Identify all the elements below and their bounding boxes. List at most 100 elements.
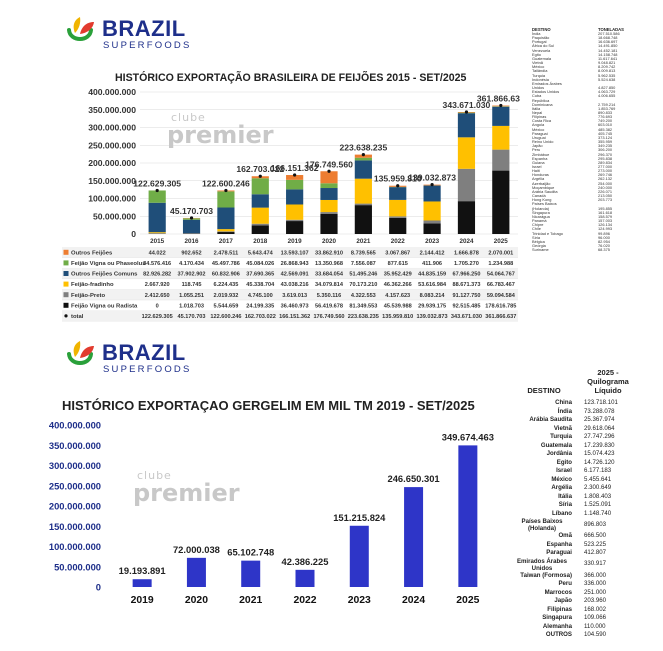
total-point bbox=[224, 188, 228, 193]
destination-name: Geórgia bbox=[532, 242, 546, 248]
destination-name: Egito bbox=[556, 458, 572, 466]
table-row: Japão 203.960 bbox=[512, 597, 640, 606]
table-row: Dominicana 2.759.214 bbox=[532, 101, 624, 107]
total-point bbox=[430, 183, 434, 187]
destination-value: 207.510.586 bbox=[598, 31, 620, 36]
table-row: Reino Unido 355.959 bbox=[532, 139, 624, 144]
destination-name: Hong Kong bbox=[532, 197, 552, 203]
destination-name: Vietnã bbox=[532, 60, 543, 66]
table-cell-value: 44.835.159 bbox=[418, 272, 446, 278]
table-row: Portugal 16.636.697 bbox=[532, 40, 624, 44]
destination-value: 18.668.748 bbox=[598, 35, 618, 41]
destination-value: 6.177.183 bbox=[584, 467, 612, 474]
total-point bbox=[155, 188, 159, 193]
table-cell-value: 178.616.785 bbox=[485, 303, 516, 309]
table-row: Índia 73.288.078 bbox=[512, 408, 640, 417]
destination-value: 11.617.641 bbox=[598, 55, 618, 61]
y-tick-label: 150.000.000 bbox=[88, 176, 136, 186]
x-tick-label: 2020 bbox=[185, 595, 208, 606]
destination-value: 76.020 bbox=[598, 242, 610, 248]
logo-sub-text: SUPERFOODS bbox=[103, 40, 192, 51]
bar-segment-feijao-fradinho bbox=[423, 201, 441, 221]
total-label: 343.671.030 bbox=[443, 100, 491, 110]
destination-name: Haiti bbox=[532, 168, 540, 174]
table-row: Chile 124.993 bbox=[532, 227, 624, 231]
legend-swatch bbox=[63, 249, 69, 255]
table-cell-value: 162.703.022 bbox=[245, 314, 276, 320]
table-row: Chipre 126.134 bbox=[532, 223, 624, 227]
destination-value: 14.491.850 bbox=[598, 43, 618, 49]
table-row: Indonésia 5.524.638 bbox=[532, 77, 624, 82]
table-row: Suriname 68.375 bbox=[532, 247, 624, 252]
bar-segment-outros-feijoes-comuns bbox=[286, 189, 304, 205]
total-label: 122.629.305 bbox=[133, 178, 181, 188]
destination-value: 8.209.742 bbox=[598, 64, 616, 70]
destination-name: Chipre bbox=[532, 222, 544, 228]
destination-name: Dominicana bbox=[532, 101, 553, 107]
table-row: OUTROS 104.590 bbox=[512, 631, 640, 640]
table-cell-value: 1.234.988 bbox=[488, 261, 513, 267]
x-tick-label: 2017 bbox=[219, 238, 234, 245]
table-cell-value: 92.515.485 bbox=[452, 303, 480, 309]
destination-name: Turquia bbox=[532, 72, 546, 78]
destination-value: 896.803 bbox=[584, 520, 607, 528]
x-tick-label: 2021 bbox=[356, 238, 371, 245]
destination-name: Espanha bbox=[546, 540, 572, 548]
table-cell-value: 88.671.373 bbox=[452, 282, 480, 288]
table-row: Arábia Saudita 226.071 bbox=[532, 188, 624, 194]
table-cell-value: 26.868.943 bbox=[281, 261, 309, 267]
table-row: Singapura 161.618 bbox=[532, 210, 624, 215]
table-cell-value: 4.157.623 bbox=[385, 293, 410, 299]
bar-segment-feijao-fradinho bbox=[492, 125, 510, 150]
table-row: Itália 1.808.403 bbox=[512, 493, 640, 502]
table-cell-value: 33.684.054 bbox=[315, 272, 344, 278]
destination-value: 240.000 bbox=[598, 184, 613, 190]
destination-value: 29.618.064 bbox=[584, 424, 615, 432]
table-row: Jordânia 15.074.423 bbox=[512, 450, 640, 459]
bar-segment-feijao-preto bbox=[148, 233, 166, 234]
total-label: 162.703.022 bbox=[236, 164, 284, 174]
table-row: Israel 277.000 bbox=[532, 164, 624, 169]
data-label: 42.386.225 bbox=[282, 556, 329, 567]
table-row: Japão 349.235 bbox=[532, 144, 624, 148]
destination-name: Países Baixos (Holanda) bbox=[521, 518, 563, 532]
table-cell-value: 34.576.416 bbox=[143, 261, 171, 267]
table-row: (Holanda) 195.855 bbox=[532, 206, 624, 211]
destination-value: 336.000 bbox=[584, 580, 607, 587]
destination-name: Cuba bbox=[532, 93, 542, 99]
table-cell-value: 5.350.116 bbox=[317, 293, 342, 299]
table-row: Venezuela 14.452.181 bbox=[532, 48, 624, 53]
destination-name: México bbox=[532, 126, 545, 132]
table-cell-value: 2.667.920 bbox=[145, 282, 170, 288]
table-cell-value: 361.866.637 bbox=[485, 314, 516, 320]
logo-brand-text: BRAZIL bbox=[102, 16, 186, 41]
destination-value: 2.300.649 bbox=[584, 484, 612, 491]
destination-value: 5.962.535 bbox=[598, 72, 616, 78]
destination-name: Itália bbox=[558, 492, 572, 500]
destination-name: China bbox=[555, 399, 572, 406]
destination-value: 73.288.078 bbox=[584, 407, 615, 415]
table-cell-value: 4.322.553 bbox=[351, 293, 376, 299]
table-row: Taiwan (Formosa) 366.000 bbox=[512, 572, 640, 581]
destination-name: República bbox=[532, 97, 550, 103]
destination-name: Panamá bbox=[532, 218, 547, 224]
total-point bbox=[189, 216, 194, 220]
destination-name: Índia bbox=[532, 31, 541, 36]
table-row: Vietnã 9.048.821 bbox=[532, 60, 624, 66]
logo-sub-text: SUPERFOODS bbox=[103, 364, 192, 375]
destination-name: Arábia Saudita bbox=[532, 188, 558, 194]
table-row: China 123.718.101 bbox=[512, 399, 640, 408]
table-cell-value: 411.906 bbox=[422, 261, 442, 267]
destination-name: Arábia Saudita bbox=[529, 416, 572, 423]
x-tick-label: 2019 bbox=[288, 238, 303, 245]
x-tick-label: 2024 bbox=[402, 595, 425, 606]
destination-value: 289.834 bbox=[598, 159, 613, 165]
y-tick-label: 0 bbox=[96, 582, 101, 593]
table-cell-value: 59.094.584 bbox=[487, 293, 516, 299]
logo-brand-text: BRAZIL bbox=[102, 340, 186, 365]
table-cell-value: 1.018.703 bbox=[179, 303, 204, 309]
destination-name: Egito bbox=[532, 51, 541, 57]
destination-value: 104.590 bbox=[584, 631, 607, 638]
table-cell-value: 82.926.282 bbox=[143, 272, 171, 278]
sesame-destination-table: DESTINO 2025 - Quilograma Líquido China 1… bbox=[512, 368, 640, 640]
